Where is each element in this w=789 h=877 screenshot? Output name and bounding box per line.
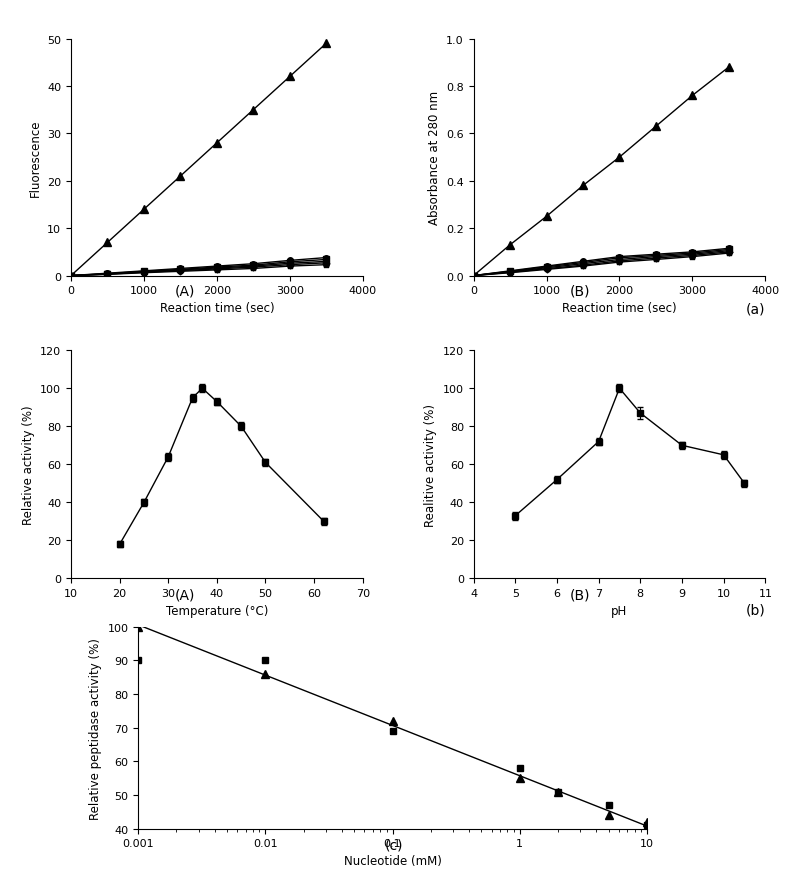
Y-axis label: Relative activity (%): Relative activity (%): [21, 405, 35, 524]
Y-axis label: Realitive activity (%): Realitive activity (%): [424, 403, 437, 526]
X-axis label: Temperature (°C): Temperature (°C): [166, 604, 268, 617]
Text: (a): (a): [746, 302, 765, 316]
X-axis label: pH: pH: [611, 604, 627, 617]
X-axis label: Reaction time (sec): Reaction time (sec): [159, 302, 275, 315]
Text: (A): (A): [175, 588, 196, 602]
X-axis label: Reaction time (sec): Reaction time (sec): [562, 302, 677, 315]
Text: (b): (b): [746, 602, 765, 617]
Text: (A): (A): [175, 284, 196, 298]
Text: (B): (B): [570, 588, 590, 602]
Text: (c): (c): [385, 838, 404, 852]
Text: (B): (B): [570, 284, 590, 298]
X-axis label: Nucleotide (mM): Nucleotide (mM): [343, 854, 442, 867]
Y-axis label: Absorbance at 280 nm: Absorbance at 280 nm: [428, 91, 440, 225]
Y-axis label: Fluorescence: Fluorescence: [28, 119, 42, 196]
Y-axis label: Relative peptidase activity (%): Relative peptidase activity (%): [89, 637, 102, 819]
